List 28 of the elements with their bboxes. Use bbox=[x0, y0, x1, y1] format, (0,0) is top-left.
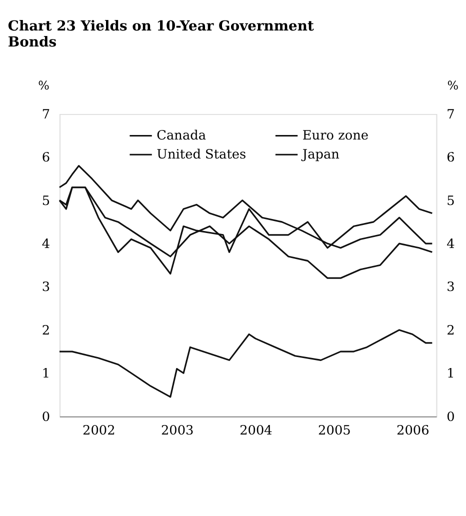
y-tick-label: 7 bbox=[42, 107, 50, 122]
y-tick-label: 2 bbox=[42, 323, 50, 338]
y-tick-label: 0 bbox=[42, 410, 50, 425]
legend-label: United States bbox=[156, 148, 246, 163]
y2-tick-label: 2 bbox=[446, 323, 455, 338]
y-tick-label: 1 bbox=[42, 366, 50, 382]
legend-label: Japan bbox=[300, 148, 340, 163]
y2-tick-label: 7 bbox=[446, 107, 455, 122]
x-tick-label: 2004 bbox=[240, 424, 272, 439]
y-axis-title: % bbox=[38, 78, 50, 93]
chart-title: Chart 23 Yields on 10-Year Government Bonds bbox=[8, 18, 314, 51]
y-tick-label: 5 bbox=[42, 194, 50, 209]
x-tick-label: 2003 bbox=[160, 424, 194, 439]
x-tick-label: 2002 bbox=[82, 424, 116, 439]
y-tick-label: 6 bbox=[42, 150, 50, 166]
y-tick-label: 3 bbox=[42, 280, 50, 296]
y2-tick-label: 5 bbox=[446, 194, 455, 209]
legend-label: Canada bbox=[156, 128, 206, 144]
y2-tick-label: 0 bbox=[446, 410, 455, 425]
y2-tick-label: 3 bbox=[446, 280, 455, 296]
x-tick-label: 2006 bbox=[396, 424, 430, 439]
legend-label: Euro zone bbox=[302, 128, 369, 144]
y-tick-label: 4 bbox=[42, 237, 50, 252]
y2-axis-title: % bbox=[447, 78, 459, 93]
y2-tick-label: 6 bbox=[446, 150, 455, 166]
y2-tick-label: 1 bbox=[446, 366, 455, 382]
x-tick-label: 2005 bbox=[318, 424, 351, 439]
y2-tick-label: 4 bbox=[446, 237, 455, 252]
